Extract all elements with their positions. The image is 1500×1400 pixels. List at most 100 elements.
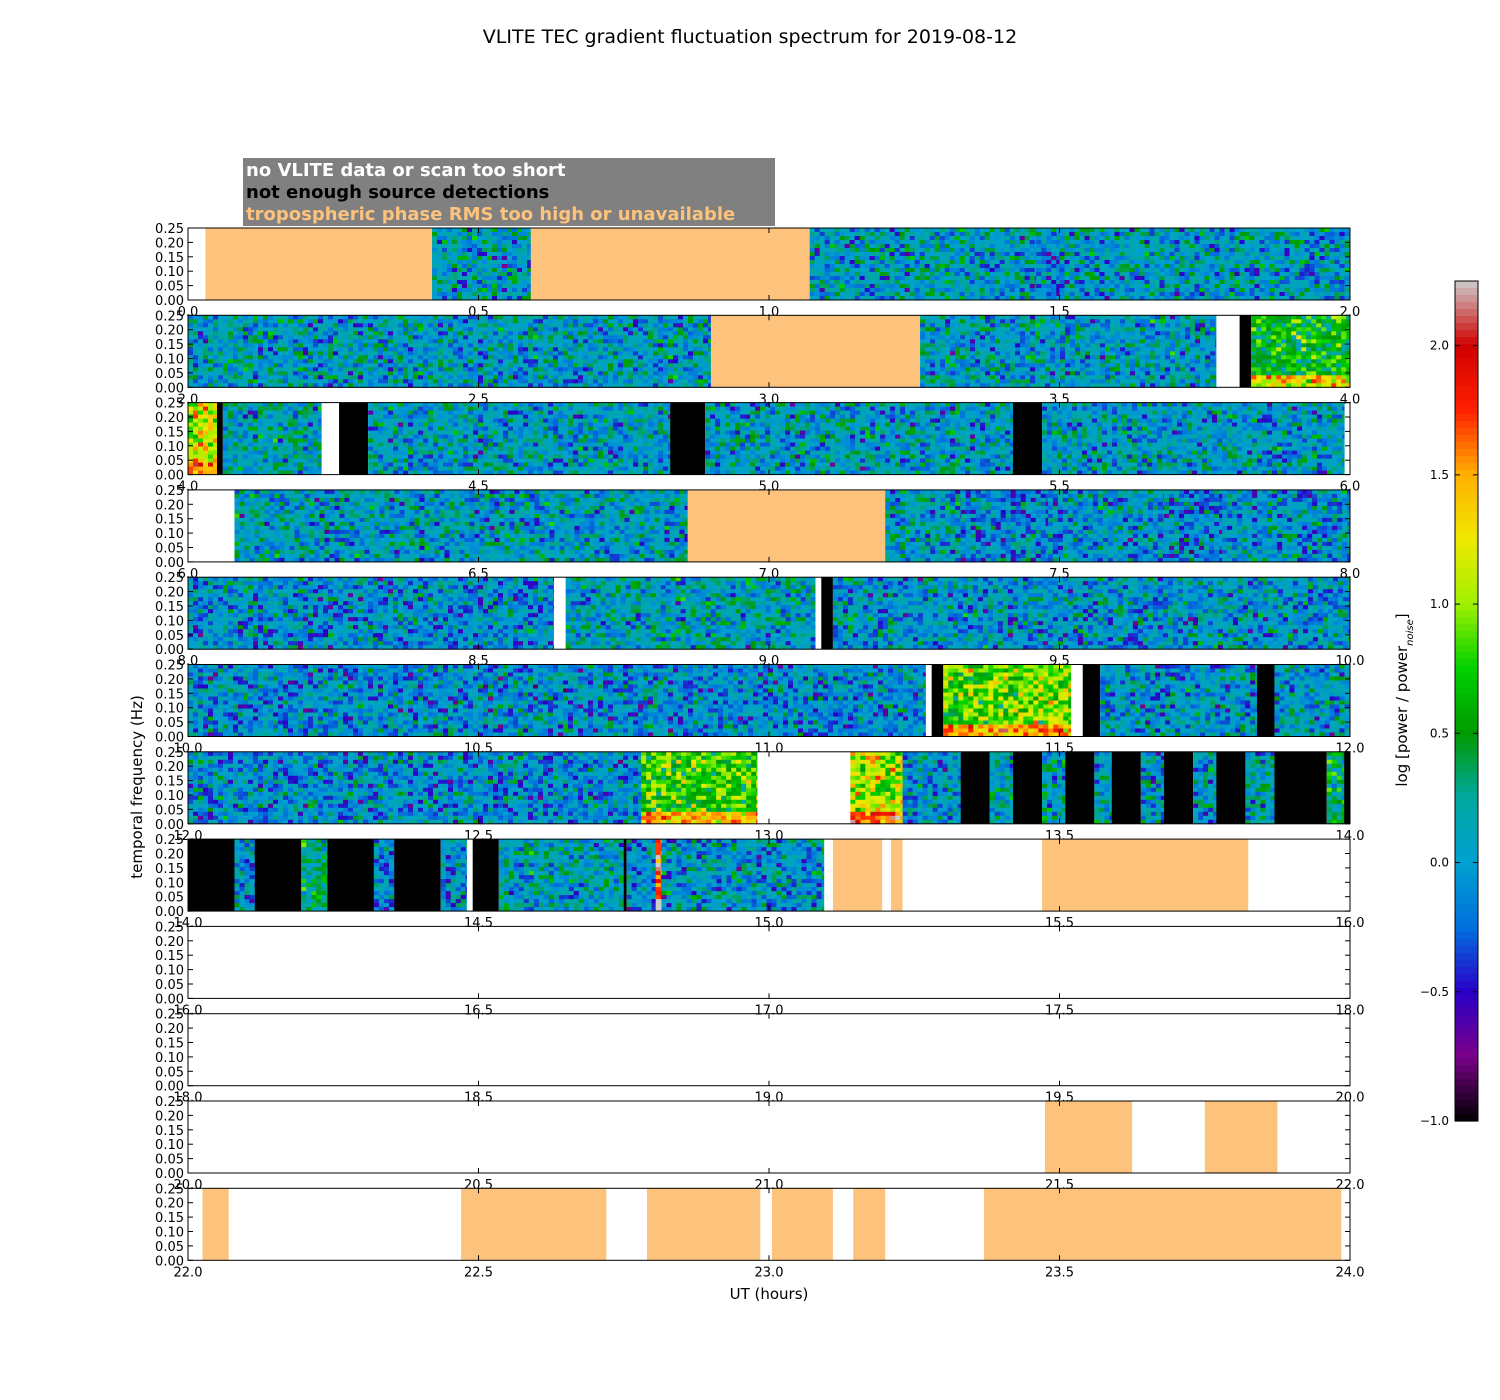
spectrum-cell [1085, 252, 1090, 256]
spectrum-cell [1036, 244, 1041, 248]
spectrum-cell [960, 280, 965, 284]
spectrum-cell [472, 276, 477, 280]
spectrum-cell [1010, 236, 1015, 240]
spectrum-cell [1080, 288, 1085, 292]
spectrum-cell [497, 232, 502, 236]
spectrum-cell [517, 272, 522, 276]
spectrum-cell [830, 256, 835, 260]
spectrum-cell [1046, 280, 1051, 284]
spectrum-cell [432, 276, 437, 280]
spectrum-cell [1000, 268, 1005, 272]
spectrum-cell [870, 268, 875, 272]
spectrum-cell [492, 252, 497, 256]
spectrum-cell [1051, 248, 1056, 252]
spectrum-cell [1010, 260, 1015, 264]
spectrum-cell [825, 240, 830, 244]
spectrum-cell [482, 276, 487, 280]
spectrum-cell [825, 228, 830, 232]
spectrum-cell [940, 272, 945, 276]
spectrum-cell [522, 280, 527, 284]
spectrum-cell [855, 256, 860, 260]
spectrum-cell [955, 248, 960, 252]
spectrum-cell [1075, 268, 1080, 272]
spectrum-cell [452, 228, 457, 232]
spectrum-cell [860, 232, 865, 236]
spectrum-cell [920, 228, 925, 232]
spectrum-cell [825, 276, 830, 280]
spectrum-cell [865, 252, 870, 256]
spectrum-cell [910, 276, 915, 280]
spectrum-cell [452, 264, 457, 268]
spectrum-cell [870, 288, 875, 292]
spectrum-cell [467, 264, 472, 268]
spectrum-cell [910, 292, 915, 296]
spectrum-cell [825, 244, 830, 248]
spectrum-cell [820, 264, 825, 268]
spectrum-cell [1046, 260, 1051, 264]
spectrum-cell [970, 232, 975, 236]
spectrum-cell [502, 292, 507, 296]
spectrum-cell [472, 268, 477, 272]
spectrum-cell [955, 292, 960, 296]
spectrum-cell [875, 236, 880, 240]
spectrum-cell [885, 256, 890, 260]
spectrum-cell [1020, 236, 1025, 240]
spectrum-cell [447, 288, 452, 292]
spectrum-cell [975, 288, 980, 292]
spectrum-cell [905, 244, 910, 248]
spectrum-cell [432, 264, 437, 268]
legend-entry-tropospheric: tropospheric phase RMS too high or unava… [246, 204, 735, 225]
spectrum-cell [527, 272, 531, 276]
spectrum-cell [527, 260, 531, 264]
spectrum-cell [447, 228, 452, 232]
spectrum-cell [940, 264, 945, 268]
spectrum-cell [1085, 240, 1090, 244]
spectrum-cell [930, 260, 935, 264]
spectrum-cell [1036, 284, 1041, 288]
spectrum-cell [810, 264, 815, 268]
spectrum-cell [432, 252, 437, 256]
spectrum-cell [1070, 244, 1075, 248]
spectrum-cell [462, 268, 467, 272]
spectrum-cell [1070, 268, 1075, 272]
spectrum-cell [1051, 268, 1056, 272]
spectrum-cell [527, 268, 531, 272]
spectrum-cell [990, 280, 995, 284]
spectrum-cell [1030, 284, 1035, 288]
spectrum-cell [1051, 252, 1056, 256]
spectrum-cell [905, 268, 910, 272]
spectrum-cell [1056, 256, 1060, 260]
spectrum-cell [995, 240, 1000, 244]
spectrum-cell [462, 264, 467, 268]
spectrum-cell [950, 272, 955, 276]
chart-title: VLITE TEC gradient fluctuation spectrum … [483, 26, 1017, 48]
spectrum-cell [1051, 288, 1056, 292]
spectrum-cell [960, 272, 965, 276]
spectrum-cell [1041, 228, 1046, 232]
spectrum-cell [935, 248, 940, 252]
spectrum-cell [925, 260, 930, 264]
spectrum-cell [1070, 228, 1075, 232]
spectrum-cell [1080, 284, 1085, 288]
spectrum-cell [517, 232, 522, 236]
spectrum-cell [835, 236, 840, 240]
spectrum-cell [1051, 240, 1056, 244]
spectrum-cell [1005, 284, 1010, 288]
spectrum-cell [900, 280, 905, 284]
spectrum-cell [482, 280, 487, 284]
spectrum-cell [955, 288, 960, 292]
spectrum-cell [855, 264, 860, 268]
spectrum-cell [457, 228, 462, 232]
spectrum-cell [487, 284, 492, 288]
spectrum-cell [825, 252, 830, 256]
spectrum-cell [522, 264, 527, 268]
spectrum-cell [1070, 240, 1075, 244]
spectrum-cell [1046, 236, 1051, 240]
spectrum-cell [517, 248, 522, 252]
spectrum-cell [950, 232, 955, 236]
spectrum-cell [507, 284, 512, 288]
spectrum-cell [835, 240, 840, 244]
spectrum-cell [1041, 236, 1046, 240]
spectrum-cell [1060, 228, 1065, 232]
spectrum-cell [920, 232, 925, 236]
